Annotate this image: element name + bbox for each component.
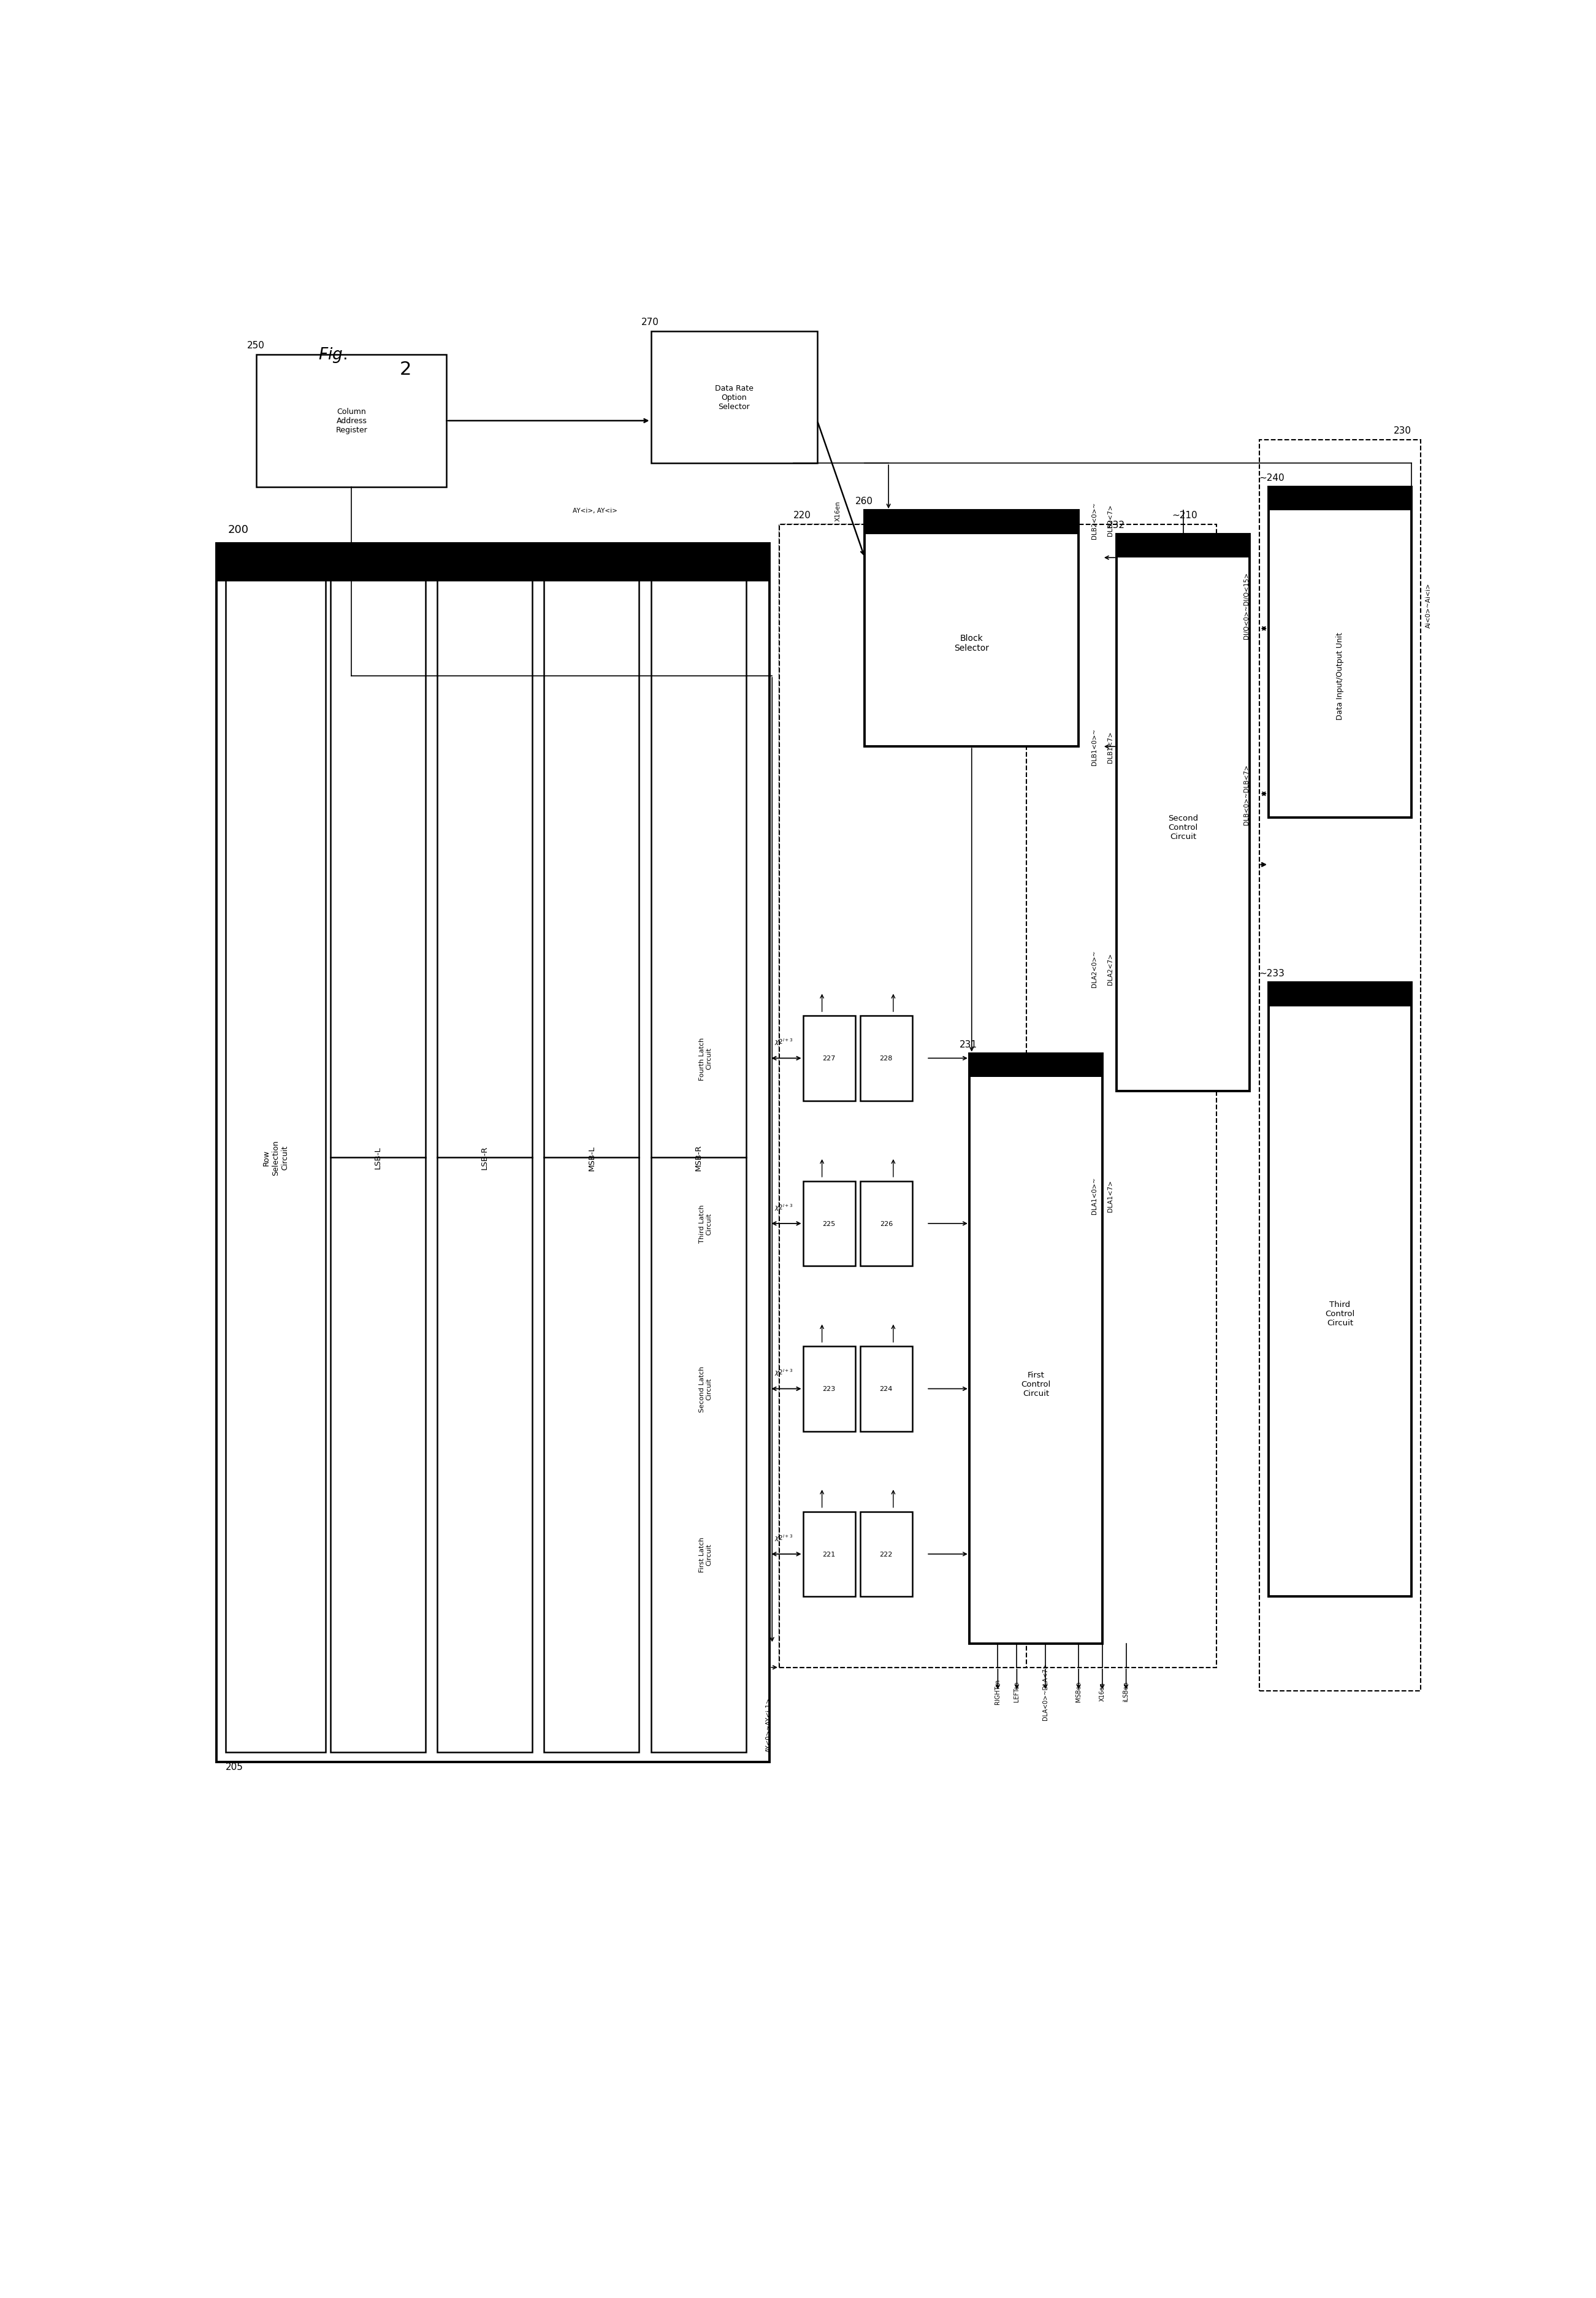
Text: DLA2<0>~: DLA2<0>~ bbox=[1092, 951, 1098, 988]
Text: DI/O<0>~DI/O<15>: DI/O<0>~DI/O<15> bbox=[1243, 572, 1250, 639]
Text: $\it{Fig.}$: $\it{Fig.}$ bbox=[318, 347, 346, 365]
Text: 230: 230 bbox=[1393, 425, 1411, 434]
Text: ~240: ~240 bbox=[1259, 473, 1285, 483]
Text: 228: 228 bbox=[879, 1055, 892, 1062]
Text: ~210: ~210 bbox=[1171, 510, 1197, 519]
Bar bbox=[803, 1347, 855, 1432]
Text: Second Latch
Circuit: Second Latch Circuit bbox=[699, 1365, 712, 1411]
Text: 250: 250 bbox=[247, 340, 265, 349]
Bar bbox=[225, 563, 326, 1753]
Text: First Latch
Circuit: First Latch Circuit bbox=[699, 1537, 712, 1572]
Bar bbox=[860, 1016, 913, 1101]
Text: 232: 232 bbox=[1108, 519, 1125, 529]
Bar bbox=[1117, 535, 1250, 1092]
Text: DLB2<0>~: DLB2<0>~ bbox=[1092, 501, 1098, 538]
Bar bbox=[651, 331, 817, 464]
Bar bbox=[1259, 439, 1420, 1691]
Text: X16en: X16en bbox=[835, 501, 841, 522]
Text: 225: 225 bbox=[822, 1220, 836, 1227]
Bar bbox=[803, 1512, 855, 1597]
Text: LSB-L: LSB-L bbox=[373, 1147, 381, 1170]
Text: $\it{2}$: $\it{2}$ bbox=[399, 361, 410, 379]
Text: 260: 260 bbox=[855, 496, 873, 506]
Bar bbox=[1269, 487, 1411, 818]
Bar bbox=[803, 1016, 855, 1101]
Text: Column
Address
Register: Column Address Register bbox=[335, 409, 367, 434]
Bar bbox=[860, 1512, 913, 1597]
Bar bbox=[257, 356, 447, 487]
Text: $\chi 2^{i+3}$: $\chi 2^{i+3}$ bbox=[774, 1036, 793, 1048]
Text: LSB-R: LSB-R bbox=[480, 1147, 488, 1170]
Bar bbox=[330, 563, 425, 1753]
Text: iLSBen: iLSBen bbox=[1124, 1680, 1130, 1701]
Text: MSBen: MSBen bbox=[1076, 1680, 1082, 1701]
Text: RIGHTen: RIGHTen bbox=[994, 1678, 1001, 1703]
Bar bbox=[779, 524, 1026, 1668]
Bar bbox=[1269, 984, 1411, 1597]
Text: $\chi 2^{i+3}$: $\chi 2^{i+3}$ bbox=[774, 1533, 793, 1542]
Bar bbox=[969, 1055, 1103, 1643]
Text: DLA<0>~DLA<7>: DLA<0>~DLA<7> bbox=[1042, 1664, 1049, 1719]
Text: 227: 227 bbox=[822, 1055, 836, 1062]
Bar bbox=[969, 1055, 1103, 1078]
Text: Second
Control
Circuit: Second Control Circuit bbox=[1168, 813, 1199, 841]
Bar bbox=[215, 545, 769, 1763]
Text: 200: 200 bbox=[228, 524, 249, 535]
Text: AY<i>, AY<i>: AY<i>, AY<i> bbox=[573, 508, 618, 515]
Text: Row
Selection
Circuit: Row Selection Circuit bbox=[262, 1140, 289, 1174]
Text: MSB-L: MSB-L bbox=[587, 1144, 595, 1170]
Text: Third Latch
Circuit: Third Latch Circuit bbox=[699, 1204, 712, 1243]
Text: Fourth Latch
Circuit: Fourth Latch Circuit bbox=[699, 1036, 712, 1080]
Text: Ai<0>~Ai<i>: Ai<0>~Ai<i> bbox=[1425, 584, 1432, 627]
Text: DLA2<7>: DLA2<7> bbox=[1108, 954, 1114, 986]
Text: First
Control
Circuit: First Control Circuit bbox=[1021, 1372, 1050, 1397]
Text: DLB1<0>~: DLB1<0>~ bbox=[1092, 728, 1098, 765]
Text: 220: 220 bbox=[793, 510, 811, 519]
Text: Block
Selector: Block Selector bbox=[954, 634, 990, 653]
Text: 224: 224 bbox=[879, 1386, 892, 1393]
Bar bbox=[865, 510, 1079, 747]
Bar bbox=[1269, 984, 1411, 1007]
Text: AY<0>~AY<i-1>: AY<0>~AY<i-1> bbox=[766, 1696, 772, 1751]
Text: 221: 221 bbox=[822, 1551, 836, 1558]
Bar bbox=[860, 1181, 913, 1266]
Bar bbox=[779, 524, 1216, 1668]
Bar bbox=[803, 1181, 855, 1266]
Text: DLB2<7>: DLB2<7> bbox=[1108, 506, 1114, 535]
Bar bbox=[651, 563, 745, 1753]
Text: DLA1<7>: DLA1<7> bbox=[1108, 1179, 1114, 1211]
Text: MSB-R: MSB-R bbox=[694, 1144, 702, 1170]
Text: DLB<0>~DLB<7>: DLB<0>~DLB<7> bbox=[1243, 763, 1250, 825]
Text: LEFTen: LEFTen bbox=[1013, 1680, 1020, 1701]
Bar bbox=[215, 545, 769, 581]
Bar bbox=[865, 510, 1079, 535]
Text: $\chi 2^{i+3}$: $\chi 2^{i+3}$ bbox=[774, 1202, 793, 1211]
Text: 222: 222 bbox=[879, 1551, 892, 1558]
Text: DLA1<0>~: DLA1<0>~ bbox=[1092, 1177, 1098, 1213]
Text: Data Rate
Option
Selector: Data Rate Option Selector bbox=[715, 384, 753, 411]
Text: DLB1<7>: DLB1<7> bbox=[1108, 731, 1114, 763]
Bar bbox=[544, 563, 638, 1753]
Text: 205: 205 bbox=[225, 1763, 243, 1772]
Text: Data Input/Output Unit: Data Input/Output Unit bbox=[1336, 632, 1344, 719]
Bar bbox=[860, 1347, 913, 1432]
Text: Third
Control
Circuit: Third Control Circuit bbox=[1325, 1301, 1355, 1326]
Text: 226: 226 bbox=[879, 1220, 892, 1227]
Text: $\chi 2^{i+3}$: $\chi 2^{i+3}$ bbox=[774, 1367, 793, 1377]
Text: 270: 270 bbox=[642, 317, 659, 326]
Text: 223: 223 bbox=[822, 1386, 836, 1393]
Bar bbox=[1117, 535, 1250, 558]
Text: X16en: X16en bbox=[1100, 1682, 1106, 1701]
Text: ~233: ~233 bbox=[1259, 970, 1285, 979]
Bar bbox=[1269, 487, 1411, 510]
Text: 231: 231 bbox=[959, 1039, 978, 1048]
Bar bbox=[437, 563, 531, 1753]
